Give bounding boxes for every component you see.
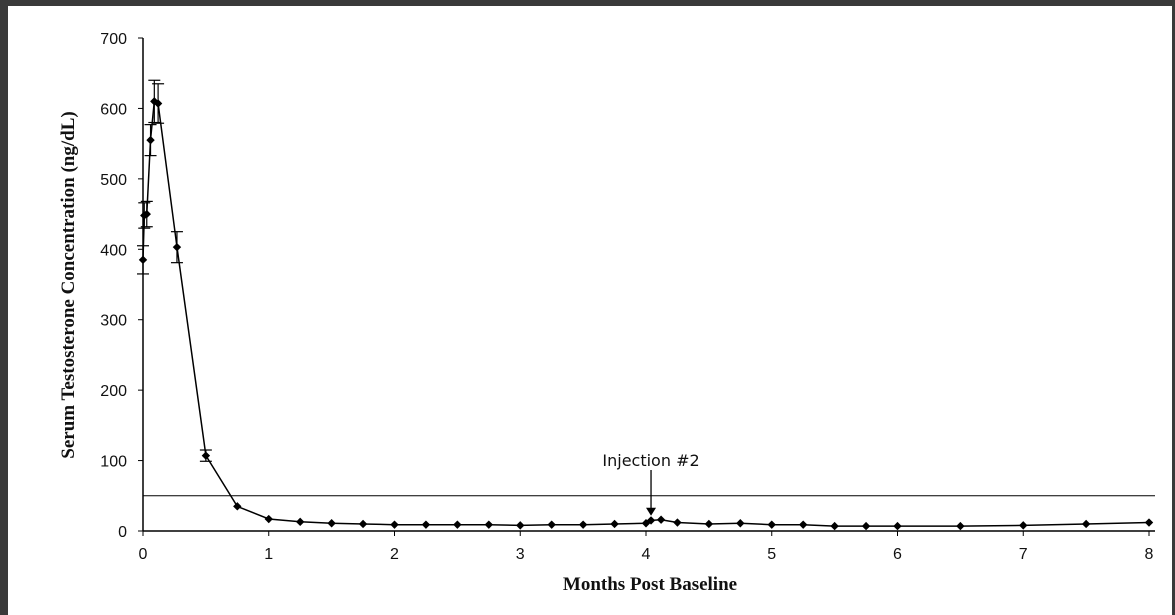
x-tick-label: 3 [516,546,525,563]
data-point [893,521,902,531]
data-point [578,520,588,529]
y-tick-label: 200 [100,383,127,400]
data-point [704,519,714,529]
data-point [142,209,151,219]
data-point [798,520,808,529]
y-axis-title: Serum Testosterone Concentration (ng/dL) [58,111,79,458]
data-point [146,135,155,145]
y-tick-label: 400 [100,242,127,259]
data-point [327,519,336,528]
data-point [956,521,965,531]
x-tick-label: 6 [893,546,902,563]
data-point [233,502,242,511]
data-point [138,255,148,265]
data-point [547,520,556,529]
data-point [673,518,682,527]
x-tick-label: 4 [642,546,651,563]
data-point [1019,521,1028,530]
data-point [1144,518,1154,527]
error-bars [137,79,212,462]
y-tick-label: 700 [100,31,127,48]
data-point [421,520,431,529]
annotation-label: Injection #2 [602,451,699,470]
data-point [646,516,656,525]
annotations: Injection #2 [602,451,700,516]
axes [142,38,1155,532]
data-point [201,451,211,460]
data-point [453,520,462,529]
y-tick-label: 0 [118,524,127,541]
x-axis-ticks: 0 1 2 3 4 5 6 7 8 [139,531,1154,563]
data-point [358,519,368,529]
x-tick-label: 8 [1145,546,1154,563]
x-axis-title: Months Post Baseline [563,574,737,595]
data-points [138,97,1154,531]
data-point [264,514,273,524]
data-point [610,519,619,529]
data-point [1081,519,1091,529]
y-tick-label: 100 [100,454,127,471]
x-tick-label: 7 [1019,546,1028,563]
y-tick-label: 300 [100,313,127,330]
x-tick-label: 2 [390,546,399,563]
data-point [861,521,871,531]
y-tick-label: 500 [100,172,127,189]
data-point [172,242,182,252]
series-line [142,100,1150,527]
data-point [153,99,163,108]
data-point [516,521,525,530]
data-point [390,520,399,529]
data-point [484,520,494,529]
annotation-arrowhead [646,507,657,516]
data-point [656,515,666,524]
data-point [295,517,305,527]
data-point [736,519,745,528]
x-tick-label: 5 [767,546,776,563]
y-axis-ticks: 0 100 200 300 400 500 600 700 [100,31,143,541]
data-point [830,521,839,531]
x-tick-label: 0 [139,546,148,563]
data-point [767,520,776,529]
y-tick-label: 600 [100,101,127,118]
x-tick-label: 1 [264,546,273,563]
